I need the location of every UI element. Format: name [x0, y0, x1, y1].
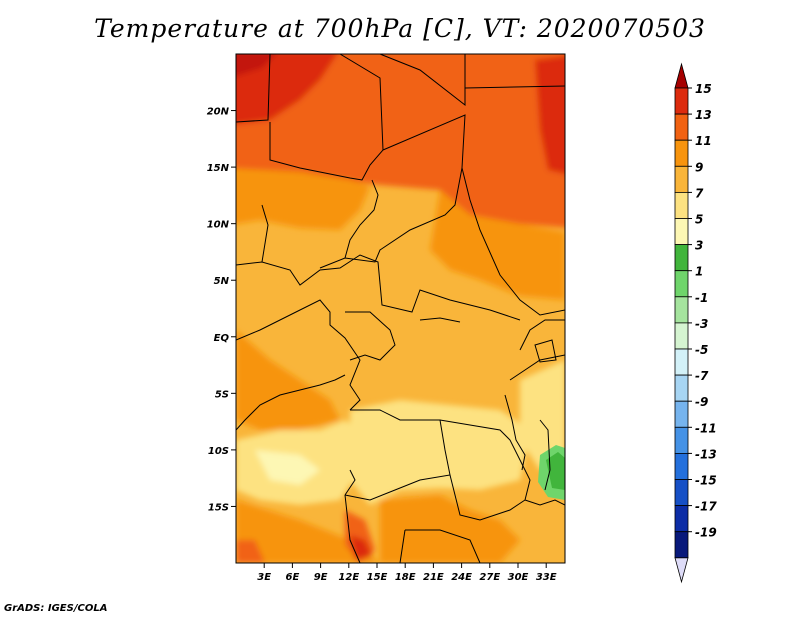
lon-tick-label: 27E: [479, 572, 500, 583]
lon-tick-label: 21E: [423, 572, 444, 583]
lon-tick-label: 33E: [536, 572, 557, 583]
colorbar-swatch: [674, 479, 689, 507]
colorbar-label: 3: [695, 239, 703, 253]
colorbar-legend: 15 13 11 9 7 5 3 1 -1 -3 -5 -7 -9 -11 -13 -15 -17 -19: [674, 62, 717, 584]
lat-tick-label: 15N: [207, 163, 230, 174]
colorbar-label: -13: [695, 447, 717, 461]
lat-tick-label: 10S: [208, 446, 229, 457]
colorbar-label: 7: [695, 186, 704, 200]
lat-tick-label: EQ: [214, 333, 230, 344]
colorbar-label: -9: [695, 395, 708, 409]
lat-tick-label: 10N: [207, 220, 230, 231]
lon-tick-label: 15E: [367, 572, 388, 583]
map-title: Temperature at 700hPa [C], VT: 202007050…: [94, 14, 706, 43]
lon-tick-label: 30E: [508, 572, 529, 583]
lat-tick-label: 15S: [208, 502, 229, 513]
colorbar-swatch: [674, 218, 689, 246]
lon-tick-label: 9E: [314, 572, 328, 583]
colorbar-label: -17: [695, 500, 717, 514]
colorbar-label: -5: [695, 343, 708, 357]
colorbar-swatch: [674, 139, 689, 167]
colorbar-label: 11: [695, 134, 712, 148]
colorbar-label: 13: [695, 108, 712, 122]
colorbar-swatch: [674, 113, 689, 141]
colorbar-label: -7: [695, 369, 709, 383]
colorbar-label: 9: [695, 160, 703, 174]
map-frame: [235, 53, 566, 564]
colorbar-label: -19: [695, 526, 717, 540]
colorbar-label: 15: [695, 82, 712, 96]
colorbar-swatch: [674, 452, 689, 480]
colorbar-swatch: [674, 505, 689, 533]
latitude-axis: 20N 15N 10N 5N EQ 5S 10S 15S: [207, 107, 236, 513]
colorbar-label: 1: [695, 265, 703, 279]
colorbar-swatch: [674, 191, 689, 219]
colorbar-swatch: [674, 87, 689, 115]
colorbar-swatch: [674, 531, 689, 559]
lon-tick-label: 18E: [395, 572, 416, 583]
colorbar-label: -1: [695, 291, 708, 305]
colorbar-bottom-arrow: [674, 557, 689, 584]
country-borders: [236, 54, 565, 563]
colorbar-label: -3: [695, 317, 708, 331]
colorbar-swatch: [674, 244, 689, 272]
colorbar-label: 5: [695, 213, 703, 227]
colorbar-swatch: [674, 426, 689, 454]
colorbar-swatch: [674, 374, 689, 402]
colorbar-swatch: [674, 270, 689, 298]
colorbar-label: -11: [695, 421, 717, 435]
longitude-axis: 3E 6E 9E 12E 15E 18E 21E 24E 27E 30E 33E: [257, 563, 557, 583]
colorbar-label: -15: [695, 474, 717, 488]
colorbar-swatch: [674, 296, 689, 324]
colorbar-top-arrow: [674, 62, 689, 89]
colorbar-swatch: [674, 348, 689, 376]
lat-tick-label: 20N: [207, 107, 230, 118]
lat-tick-label: 5S: [215, 389, 229, 400]
colorbar-swatch: [674, 400, 689, 428]
lon-tick-label: 6E: [286, 572, 300, 583]
grads-credit: GrADS: IGES/COLA: [4, 603, 108, 614]
lat-tick-label: 5N: [214, 276, 230, 287]
lon-tick-label: 24E: [451, 572, 472, 583]
lon-tick-label: 12E: [338, 572, 359, 583]
lon-tick-label: 3E: [257, 572, 271, 583]
temperature-field: [236, 54, 565, 563]
colorbar-swatch: [674, 322, 689, 350]
colorbar-swatch: [674, 165, 689, 193]
